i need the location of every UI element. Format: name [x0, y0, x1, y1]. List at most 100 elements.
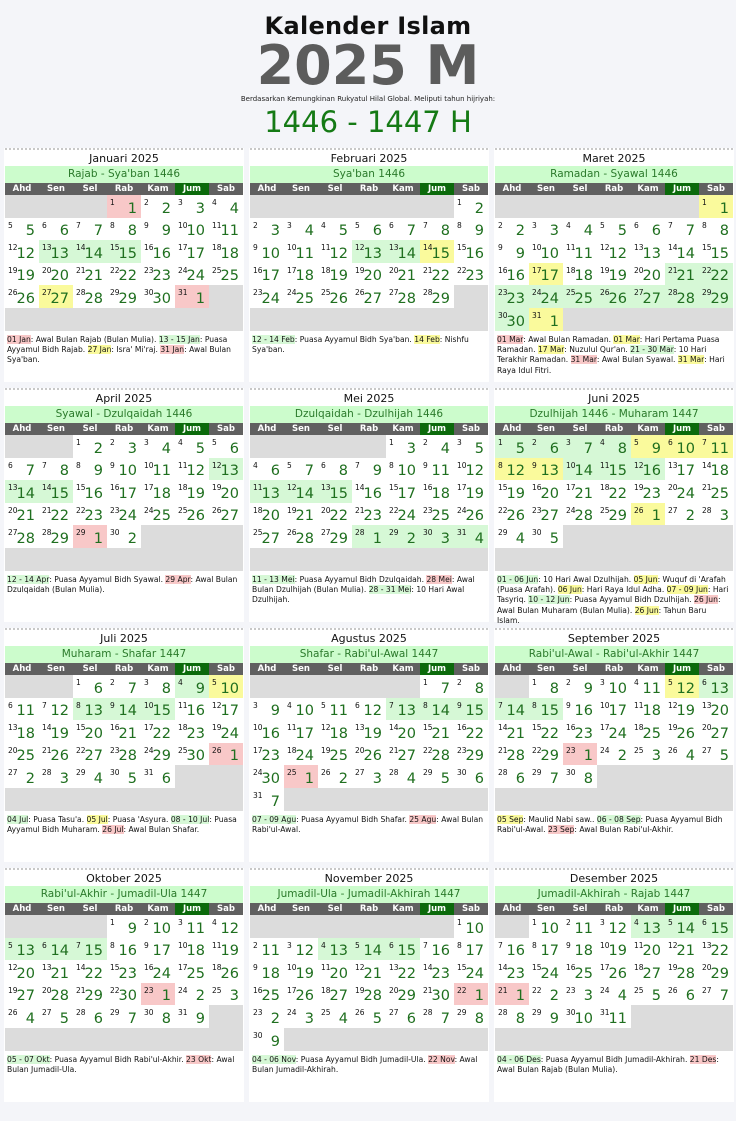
day-cell[interactable]: 10 15	[141, 697, 175, 721]
day-cell[interactable]: 28 28	[665, 285, 699, 308]
day-cell[interactable]: 20 25	[5, 742, 39, 766]
day-cell[interactable]: 20 27	[699, 720, 733, 743]
day-cell[interactable]: 25 29	[597, 502, 631, 526]
day-cell[interactable]: 22 28	[420, 742, 454, 766]
day-cell[interactable]: 30 6	[454, 765, 488, 788]
day-cell[interactable]: 19 19	[597, 262, 631, 286]
day-cell[interactable]: 18 18	[209, 240, 243, 263]
day-cell[interactable]: 5 14	[665, 915, 699, 938]
day-cell[interactable]: 1 10	[529, 915, 563, 938]
day-cell[interactable]: 11 12	[175, 457, 209, 481]
day-cell[interactable]: 20 20	[39, 262, 73, 286]
day-cell[interactable]: 9 16	[563, 697, 597, 721]
day-cell[interactable]: 15 21	[420, 720, 454, 743]
day-cell[interactable]: 27 7	[699, 982, 733, 1006]
day-cell[interactable]: 29 9	[529, 1005, 563, 1028]
day-cell[interactable]: 11 18	[631, 697, 665, 721]
day-cell[interactable]: 27 5	[39, 1005, 73, 1028]
day-cell[interactable]: 23 24	[250, 285, 284, 308]
day-cell[interactable]: 4 13	[631, 915, 665, 938]
day-cell[interactable]: 12 20	[5, 960, 39, 983]
day-cell[interactable]: 13 21	[39, 960, 73, 983]
day-cell[interactable]: 22 23	[73, 502, 107, 526]
day-cell[interactable]: 13 15	[318, 480, 352, 503]
day-cell[interactable]: 31 11	[597, 1005, 631, 1028]
day-cell[interactable]: 17 26	[284, 982, 318, 1006]
day-cell[interactable]: 23 24	[107, 502, 141, 526]
day-cell[interactable]: 27 28	[386, 285, 420, 308]
day-cell[interactable]: 25 3	[209, 982, 243, 1006]
day-cell[interactable]: 22 26	[495, 502, 529, 526]
day-cell[interactable]: 24 24	[529, 285, 563, 308]
day-cell[interactable]: 6 11	[5, 697, 39, 721]
day-cell[interactable]: 30 2	[107, 525, 141, 548]
day-cell[interactable]: 18 24	[284, 742, 318, 766]
day-cell[interactable]: 21 25	[699, 480, 733, 503]
day-cell[interactable]: 9 15	[454, 697, 488, 721]
day-cell[interactable]: 11 20	[631, 937, 665, 961]
day-cell[interactable]: 16 21	[107, 720, 141, 743]
day-cell[interactable]: 31 1	[175, 285, 209, 308]
day-cell[interactable]: 6 14	[39, 937, 73, 961]
day-cell[interactable]: 24 26	[454, 502, 488, 526]
day-cell[interactable]: 27 29	[318, 525, 352, 548]
day-cell[interactable]: 24 29	[141, 742, 175, 766]
day-cell[interactable]: 9 10	[107, 457, 141, 481]
day-cell[interactable]: 12 18	[318, 720, 352, 743]
day-cell[interactable]: 31 4	[454, 525, 488, 548]
day-cell[interactable]: 26 1	[209, 742, 243, 766]
day-cell[interactable]: 30 3	[420, 525, 454, 548]
day-cell[interactable]: 30 9	[250, 1027, 284, 1051]
day-cell[interactable]: 5 10	[209, 675, 243, 698]
day-cell[interactable]: 13 14	[5, 480, 39, 503]
day-cell[interactable]: 18 18	[563, 262, 597, 286]
day-cell[interactable]: 27 5	[699, 742, 733, 766]
day-cell[interactable]: 10 10	[175, 217, 209, 241]
day-cell[interactable]: 17 21	[563, 480, 597, 503]
day-cell[interactable]: 26 28	[284, 525, 318, 548]
day-cell[interactable]: 30 5	[529, 525, 563, 548]
day-cell[interactable]: 16 16	[495, 262, 529, 286]
day-cell[interactable]: 23 1	[141, 982, 175, 1006]
day-cell[interactable]: 15 24	[529, 960, 563, 983]
day-cell[interactable]: 27 3	[352, 765, 386, 788]
day-cell[interactable]: 28 28	[73, 285, 107, 308]
day-cell[interactable]: 3 10	[597, 675, 631, 698]
day-cell[interactable]: 15 16	[454, 240, 488, 263]
day-cell[interactable]: 14 16	[352, 480, 386, 503]
day-cell[interactable]: 18 19	[175, 480, 209, 503]
day-cell[interactable]: 12 14	[284, 480, 318, 503]
day-cell[interactable]: 4 10	[284, 697, 318, 721]
day-cell[interactable]: 11 20	[318, 960, 352, 983]
day-cell[interactable]: 19 20	[352, 262, 386, 286]
day-cell[interactable]: 18 22	[597, 480, 631, 503]
day-cell[interactable]: 25 1	[284, 765, 318, 788]
day-cell[interactable]: 26 4	[5, 1005, 39, 1028]
day-cell[interactable]: 14 18	[699, 457, 733, 481]
day-cell[interactable]: 31 7	[250, 787, 284, 811]
day-cell[interactable]: 5 13	[5, 937, 39, 961]
day-cell[interactable]: 10 16	[250, 720, 284, 743]
day-cell[interactable]: 29 5	[420, 765, 454, 788]
day-cell[interactable]: 28 6	[495, 765, 529, 788]
day-cell[interactable]: 8 17	[529, 937, 563, 961]
day-cell[interactable]: 9 14	[107, 697, 141, 721]
day-cell[interactable]: 10 12	[454, 457, 488, 481]
day-cell[interactable]: 19 26	[665, 720, 699, 743]
day-cell[interactable]: 17 17	[529, 262, 563, 286]
day-cell[interactable]: 20 29	[386, 982, 420, 1006]
day-cell[interactable]: 5 11	[318, 697, 352, 721]
day-cell[interactable]: 26 4	[665, 742, 699, 766]
